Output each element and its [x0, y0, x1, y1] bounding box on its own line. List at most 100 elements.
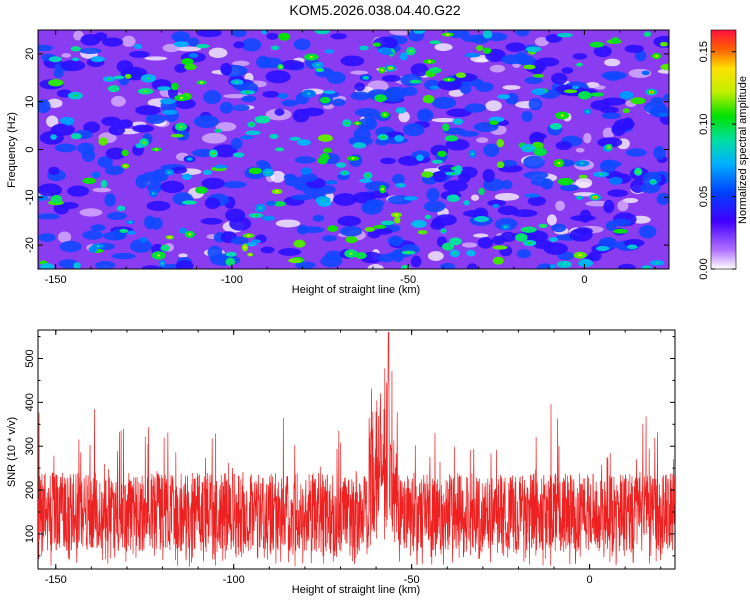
heatmap-core — [470, 152, 475, 156]
heatmap-blob — [317, 200, 332, 207]
heatmap-core — [211, 152, 216, 155]
heatmap-trough — [61, 53, 72, 58]
heatmap-core — [279, 65, 283, 68]
heatmap-core — [577, 196, 582, 199]
heatmap-blob — [482, 168, 495, 183]
heatmap-blob — [116, 205, 126, 212]
heatmap-blob — [262, 215, 275, 221]
heatmap-blob — [280, 60, 305, 71]
heatmap-blob — [570, 215, 597, 222]
heatmap-blob — [607, 189, 629, 197]
heatmap-trough — [485, 100, 502, 112]
heatmap-blob — [622, 117, 634, 130]
heatmap-blob — [641, 70, 650, 76]
heatmap-blob — [612, 218, 632, 227]
heatmap-blob — [275, 147, 285, 152]
heatmap-blob — [531, 88, 547, 96]
colorbar-tick-label: 0.05 — [698, 186, 710, 207]
heatmap-blob — [71, 57, 80, 62]
heatmap-trough — [575, 147, 585, 153]
heatmap-blob — [352, 142, 367, 149]
heatmap-blob — [443, 180, 468, 193]
heatmap-blob — [410, 63, 429, 77]
heatmap-blob — [454, 165, 463, 174]
heatmap-trough — [79, 208, 103, 217]
heatmap-blob — [175, 98, 196, 110]
snr-x-label: Height of straight line (km) — [292, 584, 420, 596]
x-tick-label: 0 — [581, 274, 587, 286]
heatmap-core — [441, 229, 446, 233]
snr-y-label: SNR (10 * v/v) — [6, 417, 18, 487]
heatmap-blob — [73, 262, 81, 269]
heatmap-blob — [487, 199, 507, 207]
x-tick-label: -100 — [223, 574, 245, 586]
y-tick-label: 400 — [24, 393, 36, 411]
heatmap-blob — [387, 235, 404, 246]
heatmap-blob — [38, 99, 51, 114]
heatmap-blob — [548, 237, 558, 242]
heatmap-blob — [660, 63, 669, 71]
heatmap-blob — [501, 179, 513, 190]
heatmap-trough — [350, 70, 369, 75]
heatmap-core — [599, 173, 603, 176]
heatmap-blob — [515, 233, 528, 242]
heatmap-blob — [527, 196, 547, 206]
heatmap-blob — [578, 91, 592, 100]
heatmap-blob — [107, 211, 127, 221]
x-tick-label: -50 — [400, 274, 416, 286]
heatmap-trough — [470, 194, 480, 201]
heatmap-trough — [583, 132, 592, 144]
heatmap-blob — [266, 32, 279, 40]
heatmap-blob — [204, 197, 221, 210]
heatmap-blob — [492, 235, 506, 245]
heatmap-core — [453, 252, 457, 255]
heatmap-blob — [101, 116, 121, 127]
heatmap-core — [247, 234, 251, 237]
heatmap-blob — [82, 177, 97, 184]
y-tick-label: 20 — [24, 48, 36, 60]
heatmap-core — [199, 81, 204, 84]
heatmap-blob — [429, 40, 441, 45]
heatmap-trough — [46, 115, 59, 128]
heatmap-trough — [208, 47, 228, 59]
heatmap-core — [254, 214, 258, 217]
heatmap-blob — [444, 135, 459, 142]
heatmap-blob — [260, 246, 275, 254]
heatmap-core — [309, 55, 313, 59]
heatmap-core — [318, 68, 322, 72]
heatmap-blob — [193, 114, 219, 128]
heatmap-blob — [626, 244, 638, 250]
heatmap-blob — [429, 67, 442, 74]
heatmap-blob — [656, 192, 669, 205]
heatmap-blob — [505, 92, 519, 105]
heatmap-blob — [240, 135, 254, 140]
heatmap-blob — [90, 224, 106, 232]
heatmap-blob — [322, 147, 332, 153]
heatmap-peak — [364, 77, 368, 79]
heatmap-blob — [432, 170, 447, 182]
heatmap-blob — [318, 134, 333, 142]
heatmap-blob — [118, 119, 133, 129]
heatmap-blob — [500, 160, 518, 167]
colorbar: 0.00 0.05 0.10 0.15 Normalized spectral amp… — [698, 29, 749, 280]
heatmap-blob — [364, 226, 376, 232]
heatmap-blob — [653, 145, 666, 160]
heatmap-blob — [416, 108, 434, 122]
heatmap-core — [645, 266, 649, 269]
heatmap-blob — [466, 263, 478, 269]
heatmap-blob — [463, 200, 470, 206]
heatmap-blob — [394, 216, 401, 224]
heatmap-blob — [482, 30, 493, 39]
heatmap-blob — [446, 30, 470, 39]
heatmap-blob — [399, 52, 408, 61]
heatmap-blob — [260, 57, 283, 69]
heatmap-blob — [145, 114, 166, 124]
heatmap-blob — [333, 193, 357, 206]
heatmap-blob — [233, 41, 245, 49]
heatmap-blob — [91, 171, 101, 179]
heatmap-blob — [322, 90, 336, 94]
heatmap-blob — [505, 42, 526, 52]
heatmap-core — [216, 129, 220, 132]
heatmap-blob — [174, 63, 188, 73]
